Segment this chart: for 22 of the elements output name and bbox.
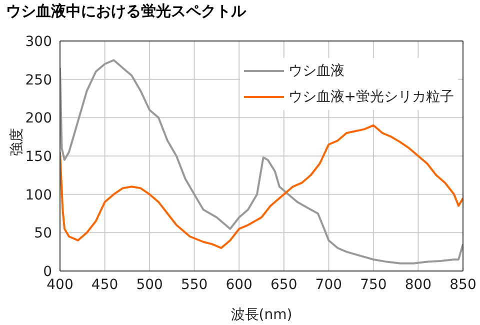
x-axis-title: 波長(nm)	[230, 307, 292, 323]
x-tick-label: 700	[315, 276, 342, 293]
legend-label: ウシ血液+蛍光シリカ粒子	[288, 88, 454, 107]
x-tick-label: 600	[226, 276, 252, 293]
x-tick-label: 450	[91, 276, 118, 293]
y-axis-title: 強度	[8, 128, 25, 156]
x-tick-label: 850	[450, 276, 476, 293]
line-series	[60, 59, 463, 264]
x-tick-label: 650	[270, 276, 298, 293]
y-tick-label: 300	[25, 34, 52, 50]
y-tick-label: 200	[25, 110, 52, 127]
legend-label: ウシ血液	[288, 62, 344, 81]
x-tick-label: 500	[136, 276, 163, 293]
y-tick-label: 50	[34, 226, 52, 242]
x-tick-label: 750	[360, 276, 387, 293]
y-tick-label: 250	[25, 72, 52, 88]
y-tick-label: 100	[25, 187, 52, 204]
x-tick-label: 800	[404, 276, 432, 293]
line-series	[60, 124, 463, 249]
y-tick-label: 150	[25, 148, 52, 165]
chart-title: ウシ血液中における蛍光スペクトル	[6, 2, 246, 21]
x-tick-label: 550	[180, 276, 208, 293]
